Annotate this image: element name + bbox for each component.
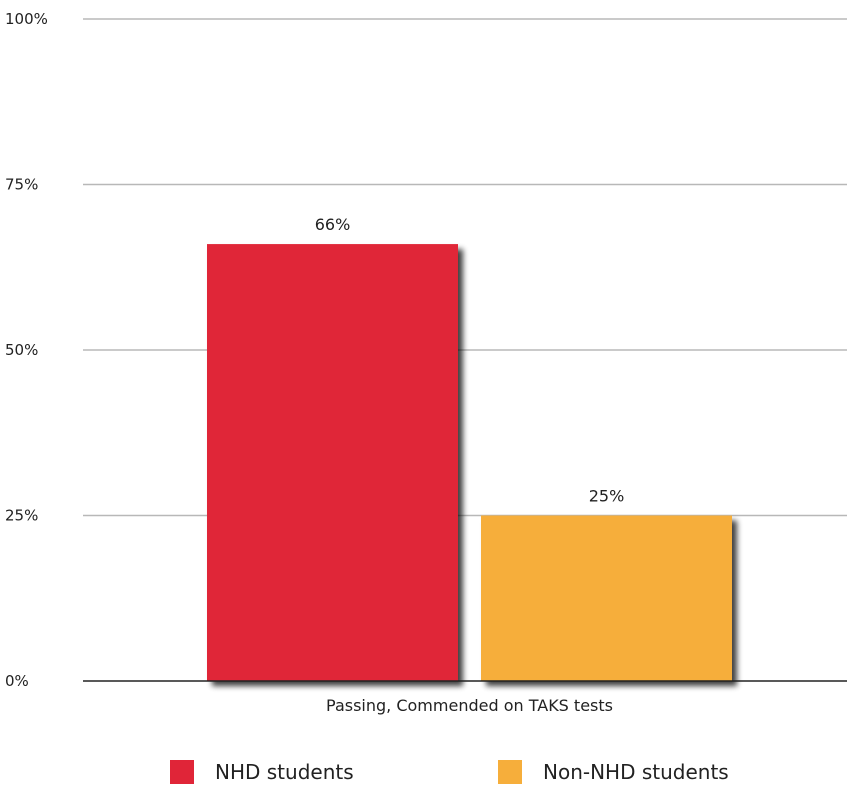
y-tick-label: 25% [5,507,38,525]
data-label: 66% [315,215,351,234]
legend-label: NHD students [215,760,354,784]
bar [207,244,458,681]
x-tick-label: Passing, Commended on TAKS tests [326,696,613,715]
bar [481,515,732,681]
legend-swatch [498,760,522,784]
legend: NHD students Non-NHD students [170,760,729,784]
legend-swatch [170,760,194,784]
axes: 0% 25% 50% 75% 100% Passing, Commended on TAK… [5,10,847,715]
legend-label: Non-NHD students [543,760,729,784]
gridlines [83,18,847,517]
y-tick-label: 50% [5,341,38,359]
bars: 66% 25% [207,215,732,681]
data-label: 25% [589,487,625,506]
y-tick-label: 75% [5,176,38,194]
y-tick-label: 0% [5,672,29,690]
y-tick-label: 100% [5,10,48,28]
